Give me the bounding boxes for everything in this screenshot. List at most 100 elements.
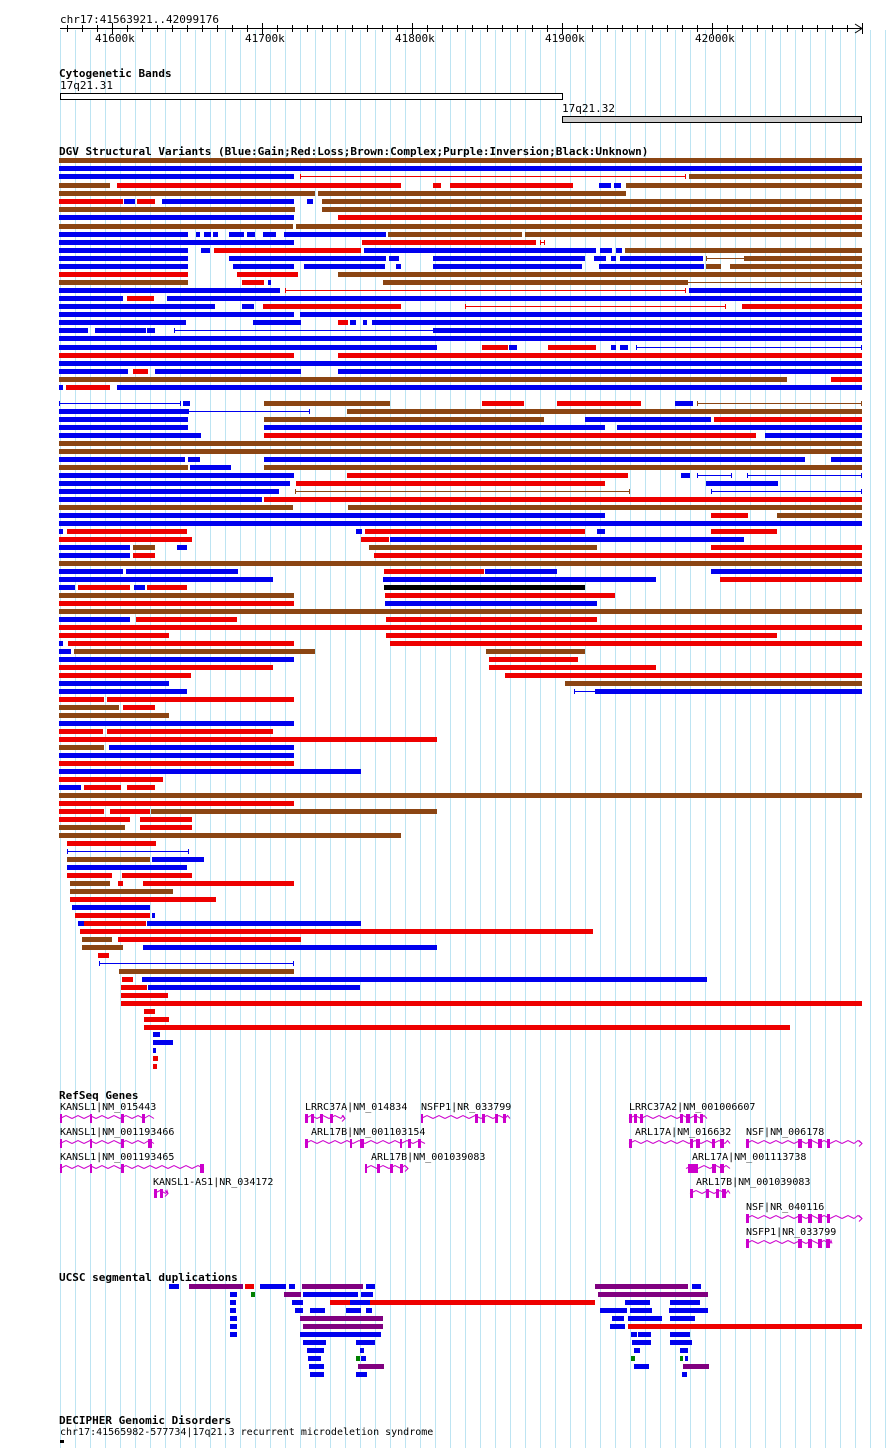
dgv-variant xyxy=(59,457,185,462)
dgv-variant xyxy=(117,385,862,390)
gene-label[interactable]: NSFP1|NR_033799 xyxy=(421,1102,512,1113)
gene-label[interactable]: ARL17B|NM_001039083 xyxy=(696,1177,811,1188)
gene-label[interactable]: NSFP1|NR_033799 xyxy=(746,1227,837,1238)
dgv-variant xyxy=(122,873,192,878)
gene-strand-arrow-icon xyxy=(858,1140,863,1147)
dgv-variant xyxy=(59,545,130,550)
dgv-variant xyxy=(59,673,191,678)
dgv-variant xyxy=(59,377,787,382)
dgv-variant xyxy=(59,369,128,374)
gene-exon xyxy=(826,1239,830,1248)
dgv-variant xyxy=(388,232,522,237)
gene-exon xyxy=(377,1164,380,1173)
gene-exon xyxy=(400,1139,402,1148)
gene-label[interactable]: ARL17A|NM_016632 xyxy=(635,1127,732,1138)
dgv-variant xyxy=(347,409,862,414)
dgv-variant xyxy=(596,689,862,694)
segdup-feature xyxy=(628,1324,702,1329)
dgv-variant xyxy=(151,809,437,814)
segdup-feature xyxy=(632,1340,651,1345)
dgv-variant xyxy=(264,401,390,406)
decipher-track-title: DECIPHER Genomic Disorders xyxy=(59,1414,232,1427)
dgv-variant xyxy=(121,985,147,990)
dgv-variant xyxy=(229,232,244,237)
gene-exon xyxy=(798,1239,802,1248)
dgv-variant xyxy=(434,328,862,333)
gene-label[interactable]: KANSL1-AS1|NR_034172 xyxy=(153,1177,274,1188)
dgv-variant xyxy=(59,489,279,494)
dgv-variant xyxy=(374,553,862,558)
dgv-variant xyxy=(80,929,593,934)
dgv-variant xyxy=(300,312,862,317)
ruler-tick-label: 41600k xyxy=(95,32,135,45)
gene-label[interactable]: KANSL1|NM_001193466 xyxy=(60,1127,175,1138)
gene-label[interactable]: NSF|NR_040116 xyxy=(746,1202,825,1213)
segdup-feature xyxy=(628,1316,662,1321)
gene-exon xyxy=(60,1114,62,1123)
dgv-variant xyxy=(59,681,169,686)
dgv-variant xyxy=(59,232,188,237)
gene-exon xyxy=(712,1139,715,1148)
dgv-variant xyxy=(70,889,173,894)
dgv-variant xyxy=(59,777,163,782)
dgv-variant xyxy=(599,183,611,188)
dgv-variant xyxy=(253,320,301,325)
dgv-variant xyxy=(140,825,192,830)
dgv-variant xyxy=(620,345,628,350)
gene-label[interactable]: NSF|NM_006178 xyxy=(746,1127,825,1138)
ruler-tick-label: 41800k xyxy=(395,32,435,45)
dgv-variant xyxy=(75,913,150,918)
gene-exon xyxy=(475,1114,478,1123)
dgv-variant xyxy=(361,537,389,542)
dgv-variant xyxy=(59,191,315,196)
dgv-variant xyxy=(127,785,155,790)
dgv-variant xyxy=(625,248,862,253)
decipher-feature[interactable] xyxy=(60,1440,64,1443)
gene-label[interactable]: ARL17B|NM_001103154 xyxy=(311,1127,426,1138)
gene-exon xyxy=(798,1214,802,1223)
gene-label[interactable]: ARL17A|NM_001113738 xyxy=(692,1152,807,1163)
dgv-variant xyxy=(486,649,585,654)
gene-label[interactable]: LRRC37A2|NM_001006607 xyxy=(629,1102,756,1113)
cytoband-track[interactable] xyxy=(0,0,890,130)
dgv-variant xyxy=(318,191,626,196)
gene-label[interactable]: LRRC37A|NM_014834 xyxy=(305,1102,408,1113)
gene-exon xyxy=(60,1164,62,1173)
dgv-variant xyxy=(59,793,862,798)
gene-strand-arrow-icon xyxy=(858,1215,863,1222)
decipher-feature-label[interactable]: chr17:41565982-577734|17q21.3 recurrent … xyxy=(60,1427,434,1438)
dgv-variant xyxy=(59,689,187,694)
gene-exon xyxy=(121,1139,124,1148)
dgv-variant xyxy=(59,207,295,212)
dgv-variant xyxy=(338,353,862,358)
cytoband-17q21-31 xyxy=(60,93,563,100)
dgv-variant xyxy=(59,158,862,163)
ruler-scale[interactable] xyxy=(0,0,890,60)
gene-label[interactable]: KANSL1|NM_015443 xyxy=(60,1102,157,1113)
gene-exon xyxy=(60,1139,62,1148)
dgv-variant xyxy=(133,553,155,558)
gene-label[interactable]: KANSL1|NM_001193465 xyxy=(60,1152,175,1163)
dgv-variant xyxy=(585,417,711,422)
dgv-variant xyxy=(322,207,862,212)
dgv-variant xyxy=(59,521,862,526)
gene-exon xyxy=(200,1164,204,1173)
dgv-variant xyxy=(59,801,294,806)
dgv-variant xyxy=(59,785,81,790)
dgv-variant xyxy=(59,248,188,253)
dgv-variant xyxy=(59,737,437,742)
dgv-variant xyxy=(706,481,778,486)
segdup-feature xyxy=(630,1308,652,1313)
gene-exon xyxy=(121,1164,124,1173)
segdup-feature xyxy=(360,1348,364,1353)
dgv-variant xyxy=(66,385,110,390)
segdup-feature xyxy=(683,1364,709,1369)
dgv-variant xyxy=(59,312,294,317)
dgv-variant xyxy=(59,761,294,766)
dgv-variant xyxy=(565,681,862,686)
gene-label[interactable]: ARL17B|NM_001039083 xyxy=(371,1152,486,1163)
